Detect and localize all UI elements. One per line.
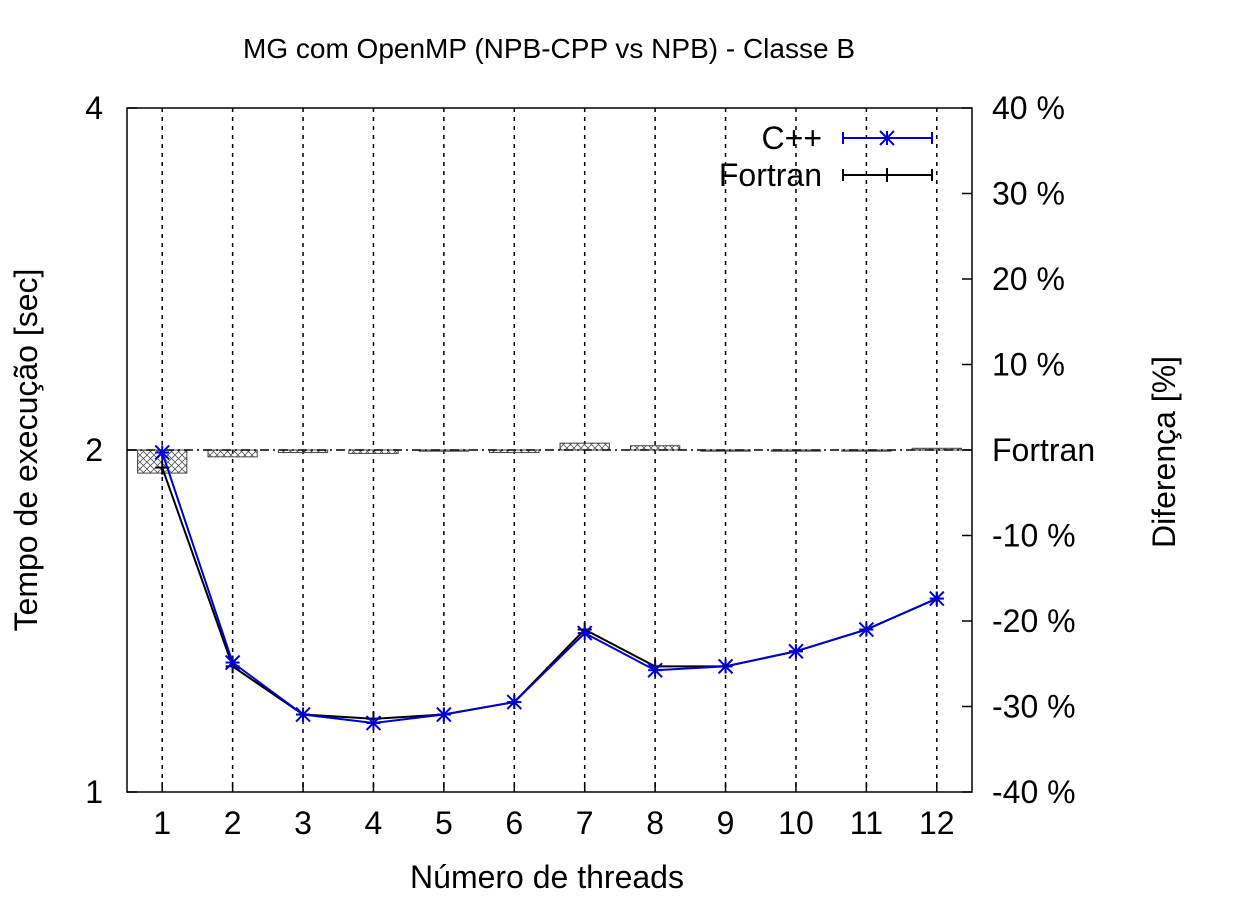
marker-stroke <box>858 621 875 638</box>
legend-label-fortran: Fortran <box>719 157 822 193</box>
legend-label-c: C++ <box>762 120 822 156</box>
marker-stroke <box>647 662 663 678</box>
y-tick-label: 4 <box>85 90 103 126</box>
y2-tick-label: 30 % <box>992 176 1065 212</box>
x-tick-label: 5 <box>435 805 453 841</box>
y-axis-label: Tempo de execução [sec] <box>8 269 44 632</box>
difference-bar <box>911 447 962 451</box>
series-lines <box>154 444 945 731</box>
series-line-c <box>161 452 938 725</box>
point-c <box>224 654 241 671</box>
y2-tick-label: -20 % <box>992 603 1076 639</box>
marker-stroke <box>295 706 311 723</box>
y2-tick-label: 20 % <box>992 261 1065 297</box>
point-c <box>154 444 170 461</box>
difference-bar <box>348 449 399 454</box>
x-ticks: 1 2 3 4 5 6 7 8 9 10 11 12 <box>153 782 955 841</box>
y2-tick-label: 40 % <box>992 90 1065 126</box>
point-c <box>717 658 734 675</box>
point-c <box>788 643 804 659</box>
x-axis-label: Número de threads <box>410 859 684 895</box>
y2-ticks: -40 % -30 % -20 % -10 % Fortran 10 % 20 % 30 % 4… <box>962 90 1095 810</box>
difference-bar <box>559 442 610 451</box>
y-ticks: 1 2 4 <box>85 90 137 810</box>
marker-stroke <box>154 444 170 461</box>
series-line-fortran <box>161 467 938 720</box>
x-tick-label: 6 <box>505 805 523 841</box>
point-c <box>436 706 452 723</box>
y2-tick-label: -10 % <box>992 518 1076 554</box>
difference-bars <box>137 442 962 474</box>
x-tick-label: 4 <box>365 805 383 841</box>
y2-tick-label: -30 % <box>992 689 1076 725</box>
legend-marker-c <box>879 130 895 146</box>
point-c <box>295 706 311 723</box>
y-tick-label: 2 <box>85 432 103 468</box>
marker-stroke <box>577 625 593 641</box>
point-c <box>365 715 382 731</box>
difference-bar <box>629 445 681 451</box>
x-tick-label: 12 <box>919 805 955 841</box>
y2-tick-label: -40 % <box>992 774 1076 810</box>
marker-stroke <box>788 643 804 659</box>
marker-stroke <box>717 658 734 675</box>
legend-marker-fortran <box>880 168 894 182</box>
point-c <box>858 621 875 638</box>
point-c <box>647 662 663 678</box>
y2-tick-label: 10 % <box>992 347 1065 383</box>
x-tick-label: 2 <box>224 805 242 841</box>
marker-stroke <box>436 706 452 723</box>
marker-stroke <box>224 654 241 671</box>
x-tick-label: 9 <box>717 805 735 841</box>
difference-bar <box>207 449 258 458</box>
x-tick-label: 10 <box>778 805 814 841</box>
x-tick-label: 1 <box>153 805 171 841</box>
marker-stroke <box>365 715 382 731</box>
x-tick-label: 8 <box>646 805 664 841</box>
marker-stroke <box>506 694 522 710</box>
marker-stroke <box>879 130 895 146</box>
chart-title: MG com OpenMP (NPB-CPP vs NPB) - Classe … <box>243 33 855 64</box>
y2-tick-label: Fortran <box>992 432 1095 468</box>
y2-axis-label: Diferença [%] <box>1146 356 1182 548</box>
point-c <box>506 694 522 710</box>
point-c <box>577 625 593 641</box>
x-tick-label: 3 <box>294 805 312 841</box>
marker-stroke <box>929 590 945 607</box>
legend: C++Fortran <box>719 120 933 193</box>
y-tick-label: 1 <box>85 774 103 810</box>
point-c <box>929 590 945 607</box>
x-tick-label: 11 <box>850 805 883 841</box>
x-tick-label: 7 <box>576 805 594 841</box>
